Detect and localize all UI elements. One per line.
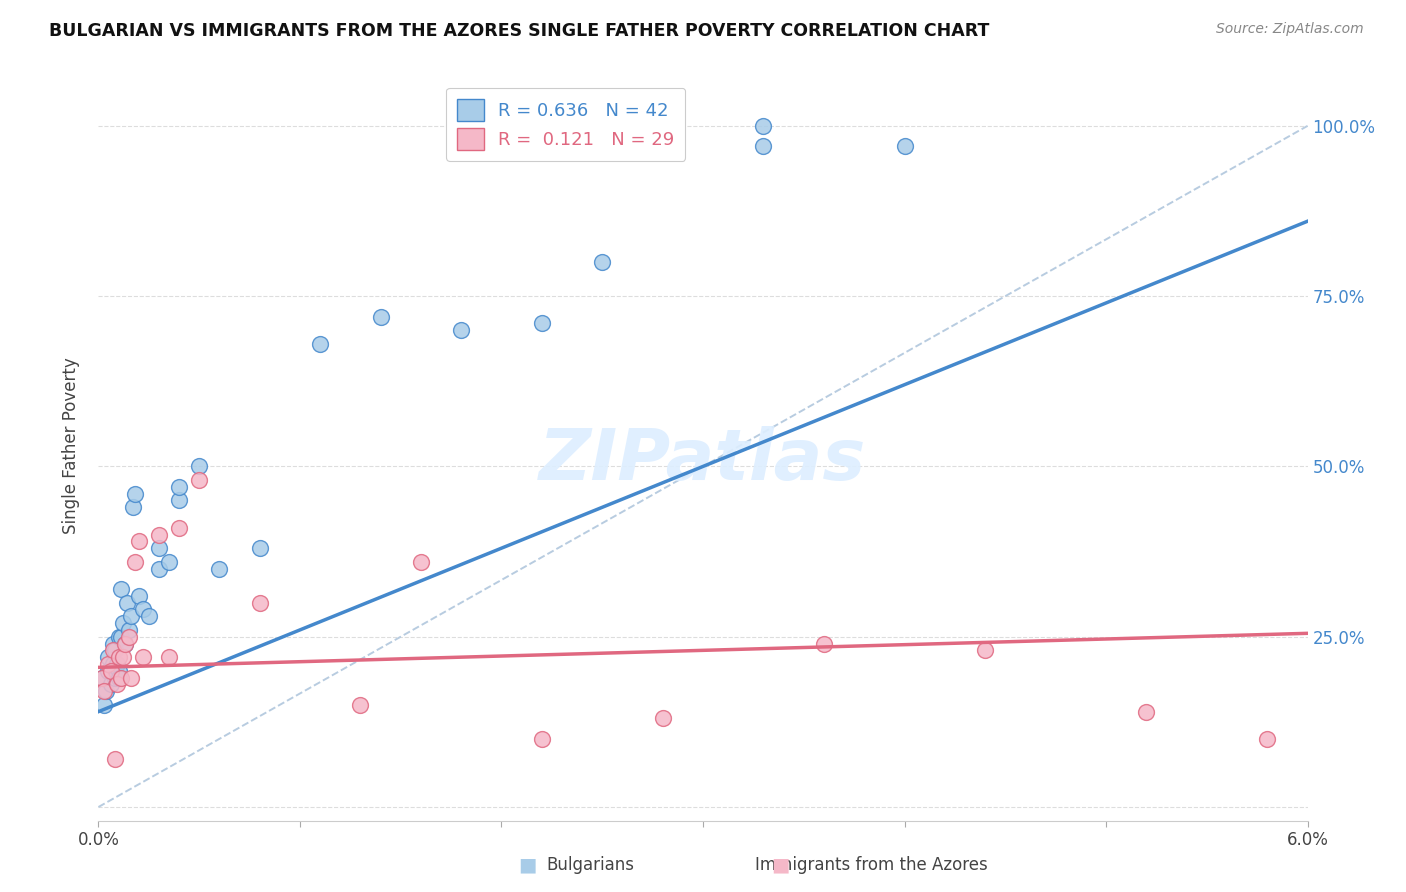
Point [188, 459, 211, 474]
Point [111, 650, 134, 665]
Point [103, 752, 125, 766]
Text: ZIPatlas: ZIPatlas [540, 426, 866, 495]
Point [121, 500, 143, 515]
Text: Source: ZipAtlas.com: Source: ZipAtlas.com [1216, 22, 1364, 37]
Point [128, 534, 150, 549]
Point [208, 561, 231, 575]
Point [128, 589, 150, 603]
Point [114, 636, 136, 650]
Point [309, 336, 332, 351]
Point [114, 636, 136, 650]
Point [110, 582, 132, 596]
Point [107, 664, 129, 678]
Point [167, 493, 190, 508]
Point [107, 630, 129, 644]
Point [132, 650, 155, 665]
Point [138, 609, 160, 624]
Point [132, 602, 155, 616]
Point [103, 671, 125, 685]
Text: ■: ■ [770, 855, 790, 875]
Point [124, 555, 146, 569]
Point [409, 555, 432, 569]
Point [157, 650, 180, 665]
Point [110, 630, 132, 644]
Point [157, 555, 180, 569]
Point [105, 677, 128, 691]
Point [249, 596, 271, 610]
Point [91, 671, 114, 685]
Point [188, 473, 211, 487]
Point [813, 636, 835, 650]
Point [1256, 731, 1278, 746]
Point [530, 731, 553, 746]
Point [115, 596, 138, 610]
Point [893, 139, 915, 153]
Point [752, 139, 775, 153]
Point [124, 486, 146, 500]
Point [103, 643, 125, 657]
Point [752, 119, 775, 133]
Point [93, 698, 115, 712]
Point [249, 541, 271, 556]
Point [101, 636, 124, 650]
Point [96, 684, 118, 698]
Point [107, 671, 129, 685]
Point [97, 657, 120, 671]
Point [1135, 705, 1157, 719]
Point [100, 677, 122, 691]
Point [118, 630, 141, 644]
Point [110, 671, 132, 685]
Point [97, 664, 120, 678]
Point [148, 541, 170, 556]
Point [100, 664, 122, 678]
Y-axis label: Single Father Poverty: Single Father Poverty [62, 358, 80, 534]
Text: BULGARIAN VS IMMIGRANTS FROM THE AZORES SINGLE FATHER POVERTY CORRELATION CHART: BULGARIAN VS IMMIGRANTS FROM THE AZORES … [49, 22, 990, 40]
Point [101, 657, 124, 671]
Point [101, 643, 124, 657]
Point [591, 255, 613, 269]
Point [974, 643, 997, 657]
Point [148, 527, 170, 541]
Point [118, 623, 141, 637]
Legend: R = 0.636   N = 42, R =  0.121   N = 29: R = 0.636 N = 42, R = 0.121 N = 29 [446, 88, 686, 161]
Point [167, 521, 190, 535]
Point [120, 609, 142, 624]
Point [450, 323, 472, 337]
Point [91, 671, 114, 685]
Point [107, 650, 129, 665]
Point [148, 561, 170, 575]
Point [651, 711, 673, 725]
Text: Bulgarians: Bulgarians [547, 856, 634, 874]
Point [105, 657, 128, 671]
Text: Immigrants from the Azores: Immigrants from the Azores [755, 856, 988, 874]
Point [370, 310, 392, 324]
Point [93, 684, 115, 698]
Text: ■: ■ [517, 855, 537, 875]
Point [349, 698, 371, 712]
Point [167, 480, 190, 494]
Point [530, 317, 553, 331]
Point [111, 616, 134, 631]
Point [97, 650, 120, 665]
Point [120, 671, 142, 685]
